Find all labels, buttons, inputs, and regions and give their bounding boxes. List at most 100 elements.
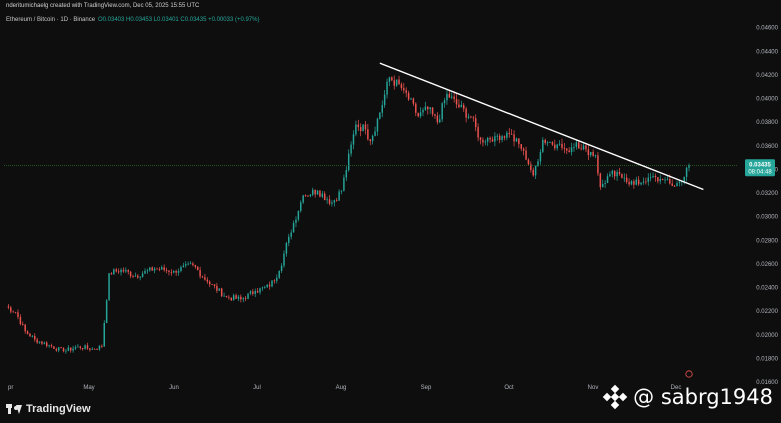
candle-body[interactable]: [525, 150, 527, 160]
candle-body[interactable]: [364, 124, 367, 130]
candle-body[interactable]: [379, 112, 381, 119]
candle-body[interactable]: [501, 136, 503, 141]
candle-body[interactable]: [441, 103, 443, 120]
candle-body[interactable]: [60, 347, 62, 349]
candle-body[interactable]: [132, 276, 134, 277]
candle-body[interactable]: [101, 345, 103, 347]
candle-body[interactable]: [314, 189, 316, 195]
candle-body[interactable]: [62, 348, 65, 352]
candle-body[interactable]: [345, 170, 348, 178]
candle-body[interactable]: [173, 270, 175, 273]
candle-body[interactable]: [55, 348, 58, 351]
candle-body[interactable]: [453, 96, 455, 99]
candle-body[interactable]: [625, 177, 628, 182]
candle-body[interactable]: [184, 264, 187, 266]
candle-body[interactable]: [338, 191, 340, 201]
candle-body[interactable]: [264, 286, 266, 288]
candle-body[interactable]: [43, 342, 46, 344]
candle-body[interactable]: [38, 341, 41, 343]
candle-body[interactable]: [376, 118, 379, 132]
candle-body[interactable]: [307, 195, 309, 197]
candle-body[interactable]: [57, 347, 60, 351]
candle-body[interactable]: [187, 263, 189, 265]
candle-body[interactable]: [156, 268, 158, 270]
candle-body[interactable]: [458, 104, 460, 108]
candle-body[interactable]: [158, 268, 161, 270]
candle-body[interactable]: [271, 280, 273, 287]
candle-body[interactable]: [292, 223, 295, 233]
candle-body[interactable]: [261, 287, 264, 289]
candle-body[interactable]: [139, 276, 141, 278]
candle-body[interactable]: [510, 133, 513, 135]
candle-body[interactable]: [561, 143, 563, 148]
candle-body[interactable]: [53, 346, 55, 349]
candle-body[interactable]: [359, 127, 362, 132]
candle-body[interactable]: [105, 300, 108, 323]
candle-body[interactable]: [98, 345, 101, 350]
candle-body[interactable]: [149, 267, 151, 271]
candle-body[interactable]: [530, 164, 532, 170]
candle-body[interactable]: [422, 109, 424, 113]
candle-body[interactable]: [316, 190, 319, 195]
candle-body[interactable]: [522, 148, 525, 151]
candle-body[interactable]: [403, 88, 405, 91]
candle-body[interactable]: [302, 195, 304, 203]
candle-body[interactable]: [201, 276, 204, 278]
candle-body[interactable]: [486, 137, 489, 142]
candle-body[interactable]: [460, 104, 463, 108]
candle-body[interactable]: [427, 106, 429, 110]
candle-body[interactable]: [568, 150, 570, 153]
candle-body[interactable]: [594, 155, 597, 157]
candle-body[interactable]: [206, 279, 209, 282]
candle-body[interactable]: [664, 179, 666, 181]
candle-body[interactable]: [312, 189, 314, 195]
candle-body[interactable]: [285, 242, 288, 254]
candle-body[interactable]: [558, 143, 561, 145]
candle-body[interactable]: [395, 79, 398, 86]
candle-body[interactable]: [419, 112, 422, 117]
candle-body[interactable]: [67, 347, 70, 351]
candle-body[interactable]: [446, 93, 448, 101]
candle-body[interactable]: [386, 81, 388, 95]
candle-body[interactable]: [592, 151, 594, 156]
candle-body[interactable]: [278, 270, 280, 278]
candle-body[interactable]: [474, 118, 477, 128]
candle-body[interactable]: [225, 295, 228, 297]
candle-body[interactable]: [347, 153, 350, 171]
candle-body[interactable]: [355, 124, 357, 135]
candle-body[interactable]: [17, 312, 19, 318]
candle-body[interactable]: [218, 288, 221, 291]
candle-body[interactable]: [168, 270, 170, 272]
candle-body[interactable]: [515, 138, 518, 142]
candle-body[interactable]: [323, 193, 326, 200]
candle-body[interactable]: [12, 311, 14, 313]
candle-body[interactable]: [50, 345, 53, 347]
candle-body[interactable]: [189, 263, 192, 265]
candle-body[interactable]: [273, 280, 276, 282]
candle-body[interactable]: [369, 139, 372, 142]
candle-body[interactable]: [371, 135, 374, 142]
candle-body[interactable]: [671, 183, 673, 186]
candle-body[interactable]: [283, 253, 285, 266]
candle-body[interactable]: [309, 194, 312, 197]
candle-body[interactable]: [604, 182, 606, 184]
candle-body[interactable]: [597, 155, 599, 174]
candle-body[interactable]: [81, 348, 84, 349]
candle-body[interactable]: [96, 349, 98, 350]
candle-body[interactable]: [434, 114, 436, 116]
candle-body[interactable]: [10, 307, 12, 312]
candle-body[interactable]: [539, 151, 542, 162]
candle-body[interactable]: [570, 147, 573, 153]
candle-body[interactable]: [79, 346, 82, 349]
candle-body[interactable]: [199, 270, 201, 277]
candle-body[interactable]: [110, 273, 113, 275]
candle-body[interactable]: [232, 295, 235, 301]
candle-body[interactable]: [556, 144, 558, 149]
candle-body[interactable]: [628, 181, 630, 185]
candle-body[interactable]: [683, 176, 685, 182]
candle-body[interactable]: [455, 98, 458, 105]
candle-body[interactable]: [24, 324, 26, 332]
candle-body[interactable]: [91, 348, 94, 350]
candle-body[interactable]: [637, 179, 640, 185]
candle-body[interactable]: [498, 135, 501, 141]
